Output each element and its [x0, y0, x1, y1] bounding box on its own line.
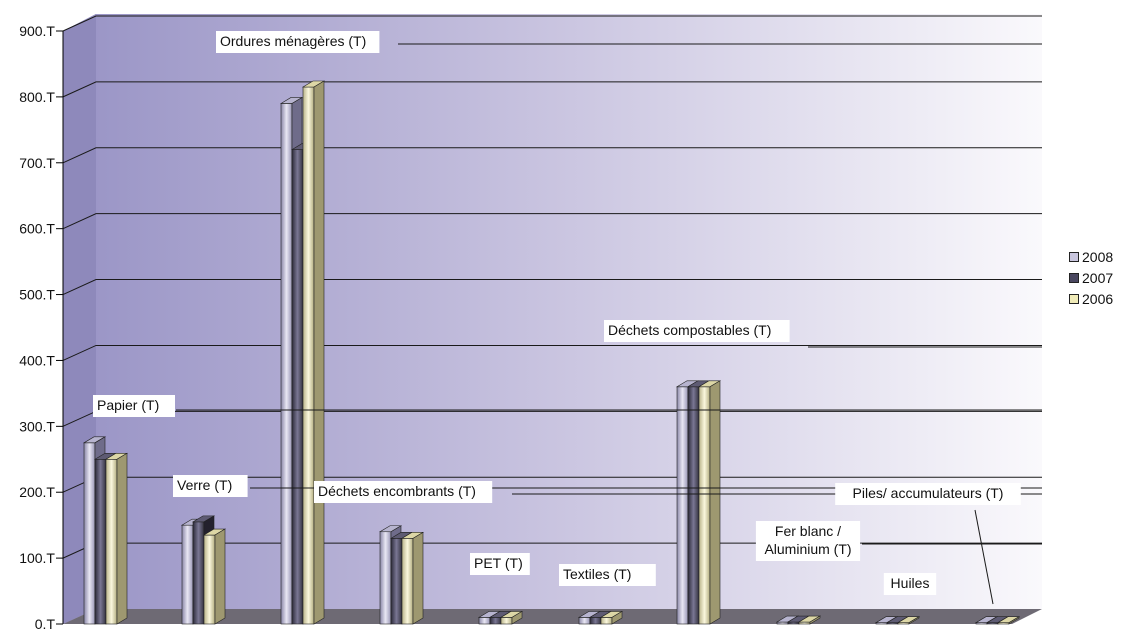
y-axis: 0.T 100.T 200.T 300.T 400.T 500.T 600.T 700.T 80…	[19, 23, 64, 629]
y-tick-label: 300.T	[19, 418, 55, 434]
svg-text:Verre (T): Verre (T)	[177, 477, 232, 493]
gridline	[62, 279, 1042, 296]
svg-text:Huiles: Huiles	[891, 575, 930, 591]
svg-text:Papier (T): Papier (T)	[97, 397, 159, 413]
legend-swatch-2006	[1069, 293, 1079, 304]
category-label: Déchets encombrants (T)	[314, 481, 1042, 503]
legend-item-2006: 2006	[1069, 288, 1113, 309]
gridline	[62, 15, 1042, 32]
bar	[400, 531, 425, 625]
bar	[797, 615, 822, 625]
svg-text:PET (T): PET (T)	[474, 555, 523, 571]
bar	[202, 528, 227, 625]
legend-swatch-2007	[1069, 272, 1079, 283]
gridline	[62, 344, 1042, 361]
bar	[896, 616, 921, 625]
svg-text:Ordures ménagères (T): Ordures ménagères (T)	[220, 33, 366, 49]
category-label: Huiles	[883, 573, 937, 595]
category-labels: Papier (T) Verre (T) Ordures ménagères (T)…	[93, 31, 1042, 605]
svg-text:Déchets compostables (T): Déchets compostables (T)	[608, 322, 771, 338]
gridline	[62, 81, 1042, 98]
svg-text:Piles/ accumulateurs (T): Piles/ accumulateurs (T)	[853, 485, 1004, 501]
y-tick-label: 600.T	[19, 221, 55, 237]
bar	[996, 616, 1021, 625]
gridline	[62, 213, 1042, 230]
y-tick-label: 700.T	[19, 155, 55, 171]
bar	[104, 452, 129, 625]
svg-text:Déchets encombrants (T): Déchets encombrants (T)	[318, 483, 476, 499]
category-label: Ordures ménagères (T)	[216, 31, 1042, 53]
legend-label-2007: 2007	[1082, 269, 1114, 286]
category-label: Piles/ accumulateurs (T)	[835, 483, 1021, 605]
category-label: Fer blanc / Aluminium (T)	[755, 521, 1042, 561]
category-label: PET (T)	[470, 553, 530, 575]
y-tick-label: 0.T	[35, 616, 56, 629]
y-tick-label: 100.T	[19, 550, 55, 566]
bars	[82, 80, 1021, 625]
y-tick-label: 800.T	[19, 89, 55, 105]
y-tick-label: 200.T	[19, 484, 55, 500]
legend: 2008 2007 2006	[1069, 246, 1113, 309]
bar	[301, 80, 326, 625]
bar	[697, 380, 722, 625]
svg-text:Aluminium (T): Aluminium (T)	[764, 541, 851, 557]
bar	[599, 610, 624, 625]
category-label: Papier (T)	[93, 395, 1042, 417]
gridline	[62, 147, 1042, 164]
legend-label-2008: 2008	[1082, 248, 1114, 265]
svg-text:Textiles (T): Textiles (T)	[563, 566, 631, 582]
legend-item-2008: 2008	[1069, 246, 1113, 267]
svg-text:Fer blanc /: Fer blanc /	[775, 523, 841, 539]
bar	[499, 610, 524, 625]
y-tick-label: 500.T	[19, 287, 55, 303]
legend-item-2007: 2007	[1069, 267, 1113, 288]
category-label: Textiles (T)	[559, 564, 656, 586]
category-label: Déchets compostables (T)	[604, 320, 1042, 348]
legend-label-2006: 2006	[1082, 290, 1114, 307]
legend-swatch-2008	[1069, 251, 1079, 262]
y-tick-label: 400.T	[19, 352, 55, 368]
y-tick-label: 900.T	[19, 23, 55, 39]
